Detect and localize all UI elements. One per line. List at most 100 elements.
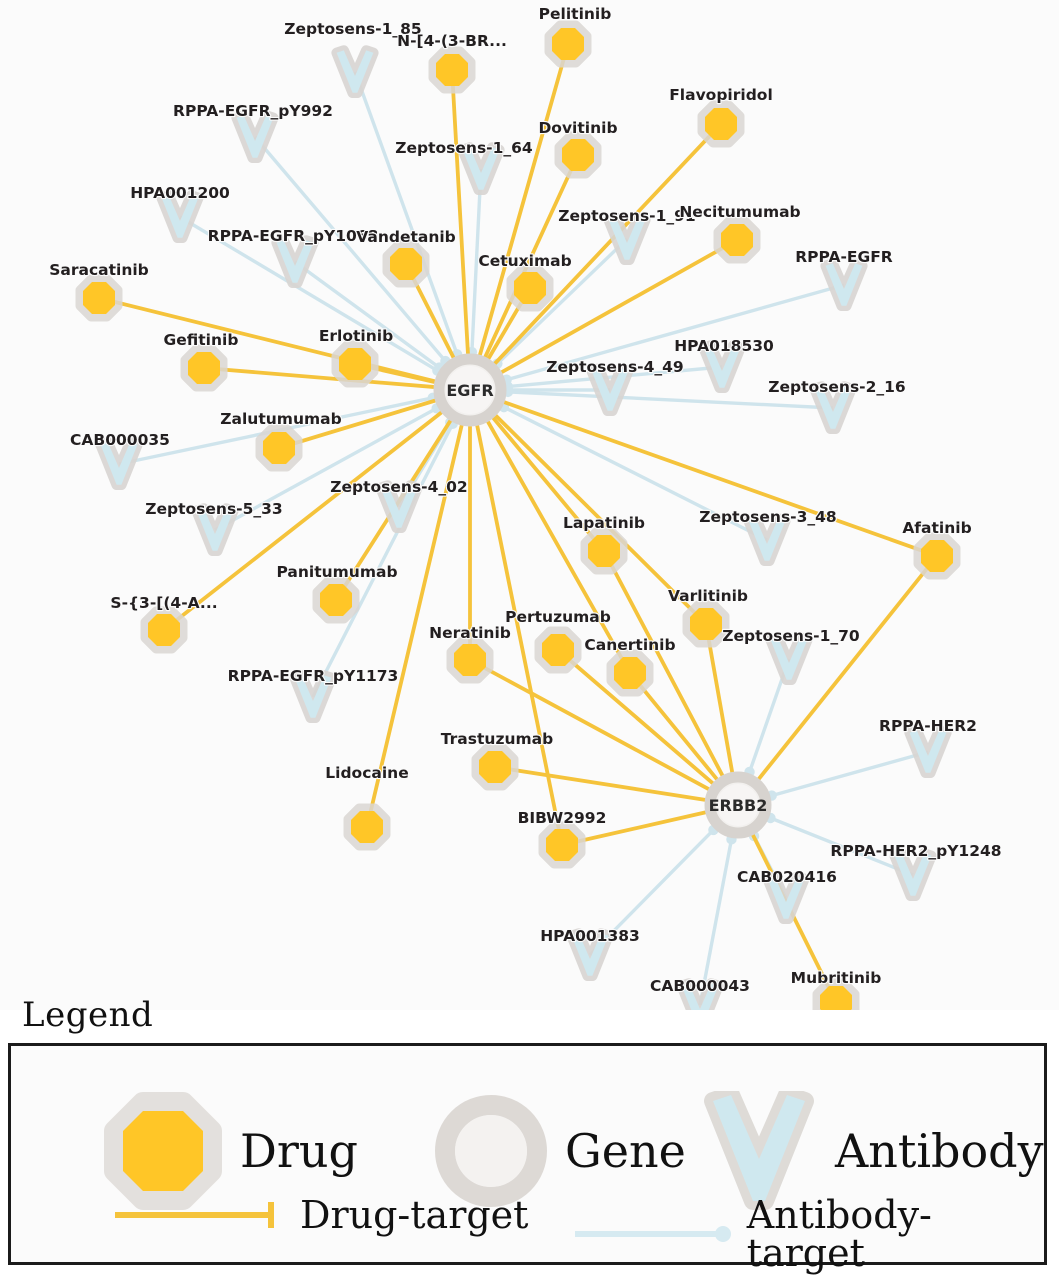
antibody-node-label: Zeptosens-1_85: [284, 20, 421, 38]
labels-layer: Zeptosens-1_85 RPPA-EGFR_pY992 HPA001200 Ze…: [48, 4, 1003, 996]
drug-node-label: Necitumumab: [679, 203, 800, 221]
drug-octagon-icon[interactable]: [428, 46, 476, 94]
antibody-chevron-icon[interactable]: [156, 190, 204, 244]
drug-node-label: Pertuzumab: [505, 608, 611, 626]
edge-drug-target[interactable]: [478, 42, 570, 357]
drug-node-label: Lapatinib: [563, 514, 645, 532]
drug-octagon-icon[interactable]: [506, 264, 554, 312]
drug-octagon-icon[interactable]: [544, 20, 592, 68]
drug-node-label: Zalutumumab: [220, 410, 341, 428]
antibody-node-label: Zeptosens-1_91: [558, 207, 695, 225]
edge-drug-target[interactable]: [202, 366, 436, 389]
edge-drug-target[interactable]: [502, 400, 939, 558]
edge-drug-target[interactable]: [450, 68, 470, 355]
antibody-chevron-icon[interactable]: [889, 848, 937, 902]
antibody-chevron-icon[interactable]: [762, 871, 810, 925]
legend-node-gene: Gene: [431, 1091, 686, 1211]
drug-octagon-icon[interactable]: [913, 532, 961, 580]
antibody-node-label: Zeptosens-4_02: [330, 478, 467, 496]
antibody-chevron-icon[interactable]: [457, 142, 505, 196]
edge-drug-target[interactable]: [483, 153, 580, 359]
edge-drug-target[interactable]: [560, 810, 707, 847]
drug-octagon-icon[interactable]: [255, 424, 303, 472]
drug-octagon-icon[interactable]: [812, 978, 860, 1010]
drug-octagon-icon[interactable]: [75, 274, 123, 322]
nodes-layer: EGFR ERBB2: [75, 20, 961, 1010]
drug-node-label: Erlotinib: [319, 327, 393, 345]
legend-drug-target-label: Drug-target: [300, 1193, 529, 1237]
gene-node-erbb2[interactable]: ERBB2: [704, 771, 772, 839]
antibody-chevron-icon[interactable]: [743, 513, 791, 567]
gene-node-label: ERBB2: [709, 796, 768, 815]
drug-octagon-icon[interactable]: [538, 821, 586, 869]
edge-drug-target[interactable]: [494, 414, 708, 626]
drug-node-label: Neratinib: [429, 624, 511, 642]
drug-octagon-icon[interactable]: [534, 626, 582, 674]
antibody-node-label: Zeptosens-4_49: [546, 358, 683, 376]
antibody-chevron-icon[interactable]: [904, 725, 952, 779]
antibody-node-label: RPPA-HER2: [879, 717, 977, 735]
drug-node-label: Vandetanib: [356, 228, 456, 246]
antibody-chevron-icon[interactable]: [698, 340, 746, 394]
gene-node-egfr[interactable]: EGFR: [433, 353, 507, 427]
edge-antibody-target[interactable]: [311, 418, 458, 698]
edge-drug-target[interactable]: [365, 424, 464, 829]
legend-antibody-label: Antibody: [835, 1124, 1044, 1178]
drug-octagon-icon[interactable]: [682, 600, 730, 648]
drug-octagon-icon[interactable]: [140, 606, 188, 654]
drug-node-label: Saracatinib: [49, 261, 149, 279]
antibody-chevron-icon[interactable]: [820, 258, 868, 312]
edge-drug-target[interactable]: [277, 398, 437, 450]
drug-octagon-icon[interactable]: [554, 131, 602, 179]
drug-octagon-icon[interactable]: [180, 344, 228, 392]
edge-drug-target[interactable]: [757, 554, 939, 781]
antibody-chevron-icon[interactable]: [603, 212, 651, 266]
drug-node-label: Afatinib: [902, 519, 971, 537]
edge-drug-target[interactable]: [751, 833, 838, 1004]
drug-node-label: Mubritinib: [791, 969, 882, 987]
drug-octagon-icon[interactable]: [382, 240, 430, 288]
edge-drug-target[interactable]: [704, 622, 734, 774]
drug-octagon-icon[interactable]: [713, 216, 761, 264]
antibody-chevron-icon[interactable]: [191, 503, 239, 557]
edge-drug-target[interactable]: [491, 416, 606, 553]
antibody-chevron-icon[interactable]: [676, 978, 724, 1010]
antibody-chevron-icon[interactable]: [586, 363, 634, 417]
drug-octagon-icon[interactable]: [580, 527, 628, 575]
edge-drug-target[interactable]: [556, 648, 715, 785]
antibody-node-label: Zeptosens-3_48: [699, 508, 836, 526]
drug-octagon-icon[interactable]: [697, 100, 745, 148]
edge-drug-target[interactable]: [493, 765, 707, 802]
edge-drug-target[interactable]: [468, 658, 710, 791]
edge-drug-target[interactable]: [493, 122, 723, 365]
antibody-chevron-icon[interactable]: [271, 235, 319, 289]
antibody-chevron-icon[interactable]: [375, 480, 423, 534]
network-svg[interactable]: EGFR ERBB2 Zeptosens-1_85 RPPA-EGFR_pY992 HP…: [0, 0, 1059, 1010]
antibody-chevron-icon[interactable]: [231, 110, 279, 164]
edge-drug-target[interactable]: [486, 420, 632, 675]
drug-octagon-icon[interactable]: [446, 636, 494, 684]
antibody-chevron-icon[interactable]: [566, 928, 614, 982]
legend-edge-antibody-target: Antibody-target: [571, 1196, 1044, 1272]
drug-octagon-icon[interactable]: [331, 340, 379, 388]
network-graph-canvas[interactable]: EGFR ERBB2 Zeptosens-1_85 RPPA-EGFR_pY992 HP…: [0, 0, 1059, 1010]
legend-antibody-target-label: Antibody-target: [746, 1193, 932, 1275]
antibody-chevron-icon[interactable]: [331, 45, 379, 99]
drug-octagon-icon[interactable]: [343, 803, 391, 851]
edge-drug-target[interactable]: [602, 549, 725, 777]
drug-octagon-icon[interactable]: [606, 649, 654, 697]
antibody-chevron-icon[interactable]: [95, 437, 143, 491]
antibody-node-label: RPPA-EGFR_pY1068: [208, 227, 379, 245]
legend-gene-label: Gene: [565, 1124, 686, 1178]
edge-drug-target[interactable]: [500, 238, 739, 374]
antibody-chevron-icon[interactable]: [765, 632, 813, 686]
antibody-chevron-icon[interactable]: [289, 670, 337, 724]
antibody-node-label: Zeptosens-5_33: [145, 500, 282, 518]
edge-drug-target[interactable]: [162, 410, 443, 632]
edge-drug-target[interactable]: [475, 424, 564, 847]
edge-antibody-target[interactable]: [766, 750, 929, 801]
drug-octagon-icon[interactable]: [312, 576, 360, 624]
drug-octagon-icon[interactable]: [471, 743, 519, 791]
antibody-chevron-icon[interactable]: [809, 381, 857, 435]
antibody-target-edge-icon: [575, 1226, 731, 1242]
